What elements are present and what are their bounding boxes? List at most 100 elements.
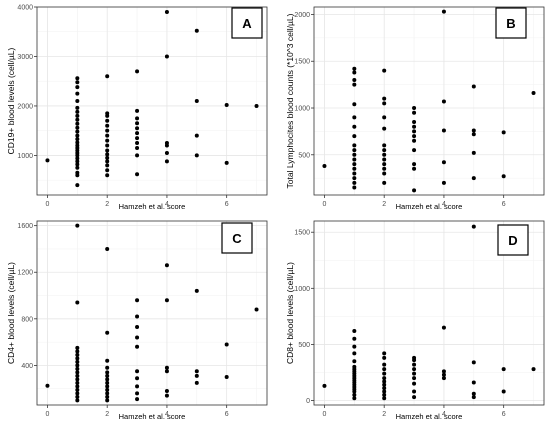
data-point [412,362,417,367]
data-point [75,359,80,364]
data-point [75,156,80,161]
data-point [194,288,199,293]
data-point [164,365,169,370]
panel-label-box [495,7,527,39]
data-point [194,133,199,138]
data-point [352,351,357,356]
data-point [471,128,476,133]
data-point [75,352,80,357]
data-point [75,140,80,145]
data-point [501,130,506,135]
data-point [382,355,387,360]
panel-border [313,220,545,406]
data-point [135,314,140,319]
data-point [135,397,140,402]
data-point [382,96,387,101]
data-point [105,138,110,143]
data-point [105,365,110,370]
data-point [75,113,80,118]
data-point [441,9,446,14]
data-point [352,328,357,333]
y-tick-label: 3000 [17,54,33,61]
data-point [412,166,417,171]
data-point [75,162,80,167]
data-point [441,376,446,381]
data-point [75,137,80,142]
data-point [441,128,446,133]
x-tick-label: 6 [225,411,229,418]
data-point [105,377,110,382]
x-tick-label: 2 [382,411,386,418]
data-point [105,387,110,392]
panel-border [36,6,268,196]
data-point [412,134,417,139]
data-point [412,367,417,372]
x-tick-label: 0 [46,411,50,418]
data-point [164,141,169,146]
panel-label: B [506,16,515,31]
y-tick-label: 1500 [294,230,310,237]
data-point [75,384,80,389]
data-point [352,148,357,153]
data-point [135,344,140,349]
panel-label: C [232,231,242,246]
data-point [105,155,110,160]
data-point [75,165,80,170]
data-point [105,111,110,116]
data-point [75,370,80,375]
y-tick-label: 500 [298,342,310,349]
data-point [135,108,140,113]
data-point [135,376,140,381]
data-point [412,148,417,153]
data-point [105,358,110,363]
data-point [382,362,387,367]
data-point [382,115,387,120]
data-point [105,163,110,168]
data-point [105,246,110,251]
data-point [501,389,506,394]
data-point [135,146,140,150]
y-tick-label: 2000 [17,103,33,110]
data-point [135,172,140,177]
data-point [352,102,357,107]
data-point [382,367,387,372]
panel-label-box [497,224,529,256]
y-axis-title: CD19+ blood levels (cell/µL) [6,47,16,154]
x-tick-label: 0 [46,201,50,208]
data-point [105,380,110,385]
data-point [135,131,140,136]
data-point [382,376,387,381]
data-point [135,116,140,121]
data-point [471,176,476,181]
data-point [75,183,80,188]
data-point [412,110,417,115]
x-tick-label: 4 [442,201,446,208]
panel-label: A [242,16,252,31]
data-point [75,109,80,114]
data-point [412,124,417,129]
panel-label: D [508,233,517,248]
data-point [105,173,110,178]
data-point [471,84,476,89]
data-point [352,185,357,190]
data-point [75,223,80,228]
data-point [135,335,140,340]
data-point [105,168,110,173]
data-point [352,152,357,157]
data-point [412,371,417,376]
data-point [471,391,476,396]
x-tick-label: 4 [442,411,446,418]
data-point [382,166,387,171]
x-tick-label: 6 [502,411,506,418]
data-point [75,129,80,134]
panel-label-box [221,222,253,254]
data-point [135,141,140,146]
data-point [75,391,80,396]
y-tick-label: 1500 [294,59,310,66]
panel-border [313,6,545,196]
data-point [471,132,476,137]
data-point [105,330,110,335]
data-point [135,69,140,74]
x-tick-label: 4 [165,411,169,418]
data-point [105,74,110,79]
